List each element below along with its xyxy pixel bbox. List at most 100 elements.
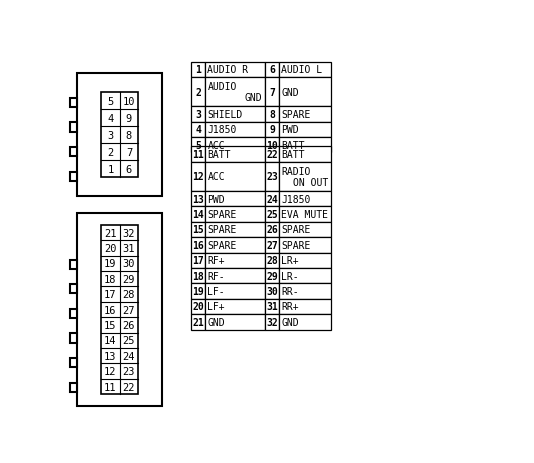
Text: 13: 13 xyxy=(192,194,204,204)
Bar xyxy=(205,78,265,107)
Bar xyxy=(205,192,265,207)
Text: 4: 4 xyxy=(107,113,114,124)
Text: SPARE: SPARE xyxy=(281,240,311,250)
Text: 12: 12 xyxy=(192,172,204,182)
Text: SPARE: SPARE xyxy=(281,110,311,120)
Bar xyxy=(191,222,205,238)
Text: AUDIO R: AUDIO R xyxy=(207,65,249,75)
Text: BATT: BATT xyxy=(207,150,231,160)
Bar xyxy=(191,192,205,207)
Bar xyxy=(279,253,332,269)
Bar xyxy=(265,222,279,238)
Text: SHIELD: SHIELD xyxy=(207,110,243,120)
Text: 11: 11 xyxy=(192,150,204,160)
Text: 25: 25 xyxy=(266,210,278,219)
Text: 22: 22 xyxy=(266,150,278,160)
Text: 30: 30 xyxy=(123,259,135,269)
Bar xyxy=(265,138,279,153)
Text: 32: 32 xyxy=(266,317,278,327)
Text: BATT: BATT xyxy=(281,150,305,160)
Bar xyxy=(191,284,205,299)
Bar xyxy=(265,314,279,330)
Bar xyxy=(191,163,205,192)
Bar xyxy=(205,207,265,222)
Text: 24: 24 xyxy=(266,194,278,204)
Text: 32: 32 xyxy=(123,228,135,238)
Text: LF+: LF+ xyxy=(207,302,225,312)
Text: 3: 3 xyxy=(107,131,114,140)
Bar xyxy=(101,225,138,394)
Text: 23: 23 xyxy=(266,172,278,182)
Text: PWD: PWD xyxy=(281,125,299,135)
Text: LF-: LF- xyxy=(207,287,225,296)
Bar xyxy=(191,63,205,78)
Text: 26: 26 xyxy=(123,320,135,330)
Bar xyxy=(191,299,205,314)
Bar xyxy=(69,334,77,343)
Bar xyxy=(279,63,332,78)
Bar xyxy=(205,107,265,122)
Bar xyxy=(265,122,279,138)
Bar xyxy=(205,163,265,192)
Text: GND: GND xyxy=(245,93,262,103)
Bar xyxy=(69,99,77,108)
Bar xyxy=(265,192,279,207)
Bar xyxy=(279,238,332,253)
Bar xyxy=(205,138,265,153)
Bar xyxy=(77,214,162,406)
Text: 16: 16 xyxy=(104,305,117,315)
Text: 9: 9 xyxy=(269,125,275,135)
Bar xyxy=(69,285,77,294)
Text: 7: 7 xyxy=(269,88,275,97)
Text: 6: 6 xyxy=(126,164,132,174)
Bar xyxy=(265,78,279,107)
Bar xyxy=(279,78,332,107)
Bar xyxy=(265,163,279,192)
Bar xyxy=(265,269,279,284)
Text: 15: 15 xyxy=(104,320,117,330)
Bar xyxy=(77,74,162,197)
Text: ON OUT: ON OUT xyxy=(293,178,328,188)
Text: 31: 31 xyxy=(123,244,135,253)
Text: 5: 5 xyxy=(107,97,114,106)
Text: 30: 30 xyxy=(266,287,278,296)
Bar xyxy=(69,383,77,392)
Text: 29: 29 xyxy=(266,271,278,281)
Bar xyxy=(265,147,279,163)
Text: 7: 7 xyxy=(126,147,132,157)
Text: SPARE: SPARE xyxy=(281,225,311,235)
Text: 14: 14 xyxy=(104,336,117,345)
Bar xyxy=(279,163,332,192)
Text: SPARE: SPARE xyxy=(207,225,237,235)
Text: ACC: ACC xyxy=(207,140,225,150)
Text: 13: 13 xyxy=(104,351,117,361)
Text: AUDIO: AUDIO xyxy=(207,81,237,92)
Bar xyxy=(205,284,265,299)
Text: AUDIO L: AUDIO L xyxy=(281,65,323,75)
Text: J1850: J1850 xyxy=(281,194,311,204)
Bar xyxy=(69,172,77,181)
Bar xyxy=(191,253,205,269)
Bar xyxy=(69,260,77,269)
Bar xyxy=(69,309,77,319)
Bar xyxy=(191,107,205,122)
Text: 8: 8 xyxy=(269,110,275,120)
Bar xyxy=(191,122,205,138)
Text: RF+: RF+ xyxy=(207,256,225,266)
Bar xyxy=(191,207,205,222)
Bar xyxy=(205,222,265,238)
Text: 20: 20 xyxy=(104,244,117,253)
Bar xyxy=(279,314,332,330)
Bar xyxy=(265,107,279,122)
Text: 10: 10 xyxy=(123,97,135,106)
Bar xyxy=(69,358,77,368)
Text: 17: 17 xyxy=(104,289,117,300)
Text: 2: 2 xyxy=(195,88,201,97)
Text: 1: 1 xyxy=(107,164,114,174)
Bar xyxy=(205,314,265,330)
Bar xyxy=(265,63,279,78)
Text: GND: GND xyxy=(281,88,299,97)
Text: 28: 28 xyxy=(266,256,278,266)
Bar xyxy=(279,222,332,238)
Bar xyxy=(69,148,77,157)
